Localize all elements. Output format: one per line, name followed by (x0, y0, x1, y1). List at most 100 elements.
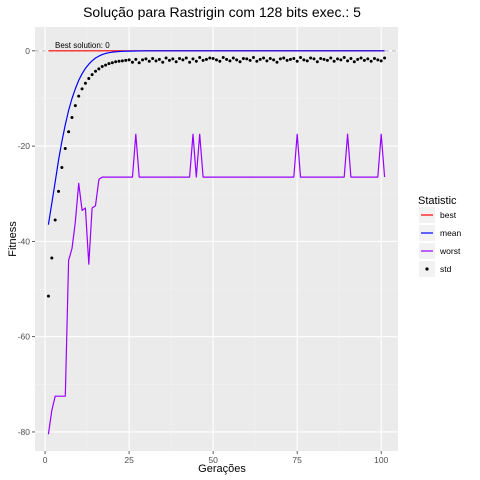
series-std-point (46, 294, 50, 298)
series-std-point (342, 55, 346, 59)
series-std-point (151, 56, 155, 60)
series-std-point (319, 56, 323, 60)
series-std-point (201, 58, 205, 62)
series-std-point (204, 57, 208, 61)
series-std-point (184, 56, 188, 60)
series-std-point (346, 59, 350, 63)
x-tick-label: 75 (292, 455, 302, 465)
series-std-point (181, 58, 185, 62)
series-std-point (50, 256, 54, 260)
series-std-point (188, 60, 192, 64)
series-std-point (221, 55, 225, 59)
series-std-point (302, 58, 306, 62)
series-std-point (352, 60, 356, 64)
legend-label-best: best (440, 210, 457, 220)
series-std-point (127, 58, 131, 62)
series-std-point (285, 58, 289, 62)
axes: 0 25 50 75 100 0 -20 -40 -60 -80 (18, 46, 389, 465)
legend-title: Statistic (418, 195, 457, 207)
plot-panel (35, 27, 398, 451)
series-std-point (372, 56, 376, 60)
series-std-point (362, 58, 366, 62)
series-std-point (231, 56, 235, 60)
x-tick-label: 0 (43, 455, 48, 465)
series-std-point (211, 56, 215, 60)
series-std-point (77, 94, 81, 98)
series-std-point (83, 81, 87, 85)
series-std-point (322, 57, 326, 61)
series-std-point (104, 63, 108, 67)
series-std-point (329, 56, 333, 60)
series-std-point (225, 57, 229, 61)
legend-swatch-std (425, 267, 429, 271)
series-std-point (80, 87, 84, 91)
y-tick-label: -80 (18, 427, 31, 437)
series-std-point (171, 57, 175, 61)
series-std-point (198, 55, 202, 59)
series-std-point (238, 60, 242, 64)
series-std-point (241, 56, 245, 60)
series-std-point (383, 56, 387, 60)
series-std-point (356, 57, 360, 61)
series-std-point (215, 58, 218, 62)
series-std-point (332, 59, 336, 63)
series-std-point (336, 57, 339, 61)
series-std-point (178, 56, 182, 60)
series-std-point (315, 60, 319, 64)
series-std-point (114, 60, 118, 64)
series-std-point (67, 130, 71, 134)
series-std-point (235, 58, 239, 62)
series-std-point (144, 57, 148, 61)
series-std-point (228, 59, 232, 63)
series-worst-line (47, 133, 386, 435)
legend-label-mean: mean (440, 228, 462, 238)
x-tick-label: 25 (124, 455, 134, 465)
series-std-point (73, 104, 77, 108)
series-std-point (282, 56, 286, 60)
series-std-point (154, 59, 158, 63)
series-std-point (90, 73, 94, 77)
series-std-point (248, 58, 252, 62)
series-std-point (288, 57, 292, 61)
y-tick-label: -60 (18, 332, 31, 342)
series-std-point (120, 59, 124, 63)
series-std-point (134, 57, 138, 61)
series-std-point (208, 56, 212, 60)
series-std-point (255, 59, 259, 63)
series-std-point (60, 166, 64, 170)
legend: Statistic best mean worst std (418, 195, 462, 277)
legend-label-worst: worst (439, 246, 461, 256)
legend-label-std: std (440, 264, 452, 274)
series-std-point (299, 55, 303, 59)
data-marks (46, 50, 387, 435)
series-std-point (376, 58, 380, 62)
series-std-point (272, 58, 276, 62)
series-std-point (53, 218, 57, 222)
series-std-point (124, 58, 128, 62)
series-std-point (97, 67, 101, 71)
series-std-point (295, 59, 299, 63)
series-std-point (117, 59, 121, 63)
series-std-point (161, 60, 165, 64)
series-std-point (164, 56, 168, 60)
series-std-point (63, 146, 67, 150)
series-std-point (194, 59, 198, 63)
series-std-point (309, 56, 313, 60)
y-tick-label: -20 (18, 141, 31, 151)
series-std-point (174, 60, 178, 64)
x-tick-label: 50 (208, 455, 218, 465)
series-std-point (141, 58, 145, 62)
series-std-point (325, 58, 329, 62)
series-std-point (379, 59, 383, 63)
series-std-point (349, 56, 353, 60)
series-std-point (312, 57, 316, 61)
series-std-point (369, 59, 373, 63)
series-std-point (137, 61, 141, 65)
series-mean-line (47, 50, 385, 225)
series-std-point (157, 57, 161, 61)
y-axis-title: Fitness (7, 221, 19, 257)
series-std-point (339, 58, 343, 62)
series-std-point (191, 57, 195, 61)
series-std-point (258, 57, 262, 61)
